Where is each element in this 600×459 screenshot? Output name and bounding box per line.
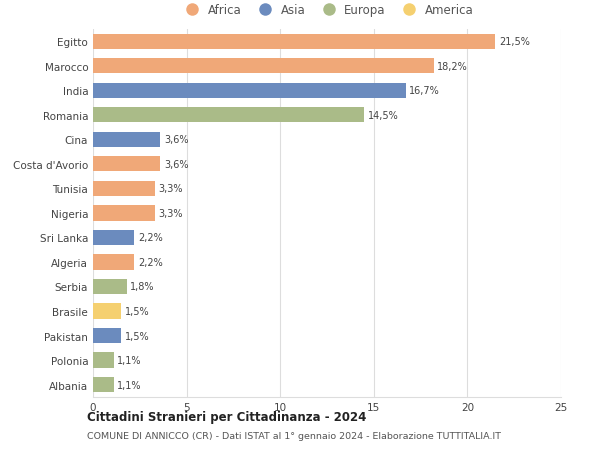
Text: 16,7%: 16,7%: [409, 86, 440, 96]
Bar: [93, 279, 127, 295]
Bar: [93, 377, 113, 392]
Bar: [93, 34, 496, 50]
Text: 1,5%: 1,5%: [125, 331, 149, 341]
Bar: [93, 132, 160, 148]
Bar: [93, 59, 434, 74]
Text: 2,2%: 2,2%: [138, 233, 163, 243]
Text: 1,8%: 1,8%: [130, 282, 155, 292]
Bar: [93, 255, 134, 270]
Bar: [93, 304, 121, 319]
Text: 1,1%: 1,1%: [118, 380, 142, 390]
Text: 1,5%: 1,5%: [125, 306, 149, 316]
Text: COMUNE DI ANNICCO (CR) - Dati ISTAT al 1° gennaio 2024 - Elaborazione TUTTITALIA: COMUNE DI ANNICCO (CR) - Dati ISTAT al 1…: [87, 431, 501, 440]
Bar: [93, 206, 155, 221]
Text: 3,3%: 3,3%: [158, 184, 183, 194]
Bar: [93, 181, 155, 196]
Text: 14,5%: 14,5%: [368, 111, 399, 121]
Text: 21,5%: 21,5%: [499, 37, 530, 47]
Text: 18,2%: 18,2%: [437, 62, 468, 72]
Text: 3,3%: 3,3%: [158, 208, 183, 218]
Bar: [93, 353, 113, 368]
Bar: [93, 108, 364, 123]
Text: Cittadini Stranieri per Cittadinanza - 2024: Cittadini Stranieri per Cittadinanza - 2…: [87, 410, 367, 423]
Bar: [93, 328, 121, 343]
Text: 2,2%: 2,2%: [138, 257, 163, 268]
Text: 3,6%: 3,6%: [164, 159, 188, 169]
Text: 1,1%: 1,1%: [118, 355, 142, 365]
Bar: [93, 157, 160, 172]
Legend: Africa, Asia, Europa, America: Africa, Asia, Europa, America: [181, 4, 473, 17]
Bar: [93, 84, 406, 99]
Text: 3,6%: 3,6%: [164, 135, 188, 145]
Bar: [93, 230, 134, 246]
